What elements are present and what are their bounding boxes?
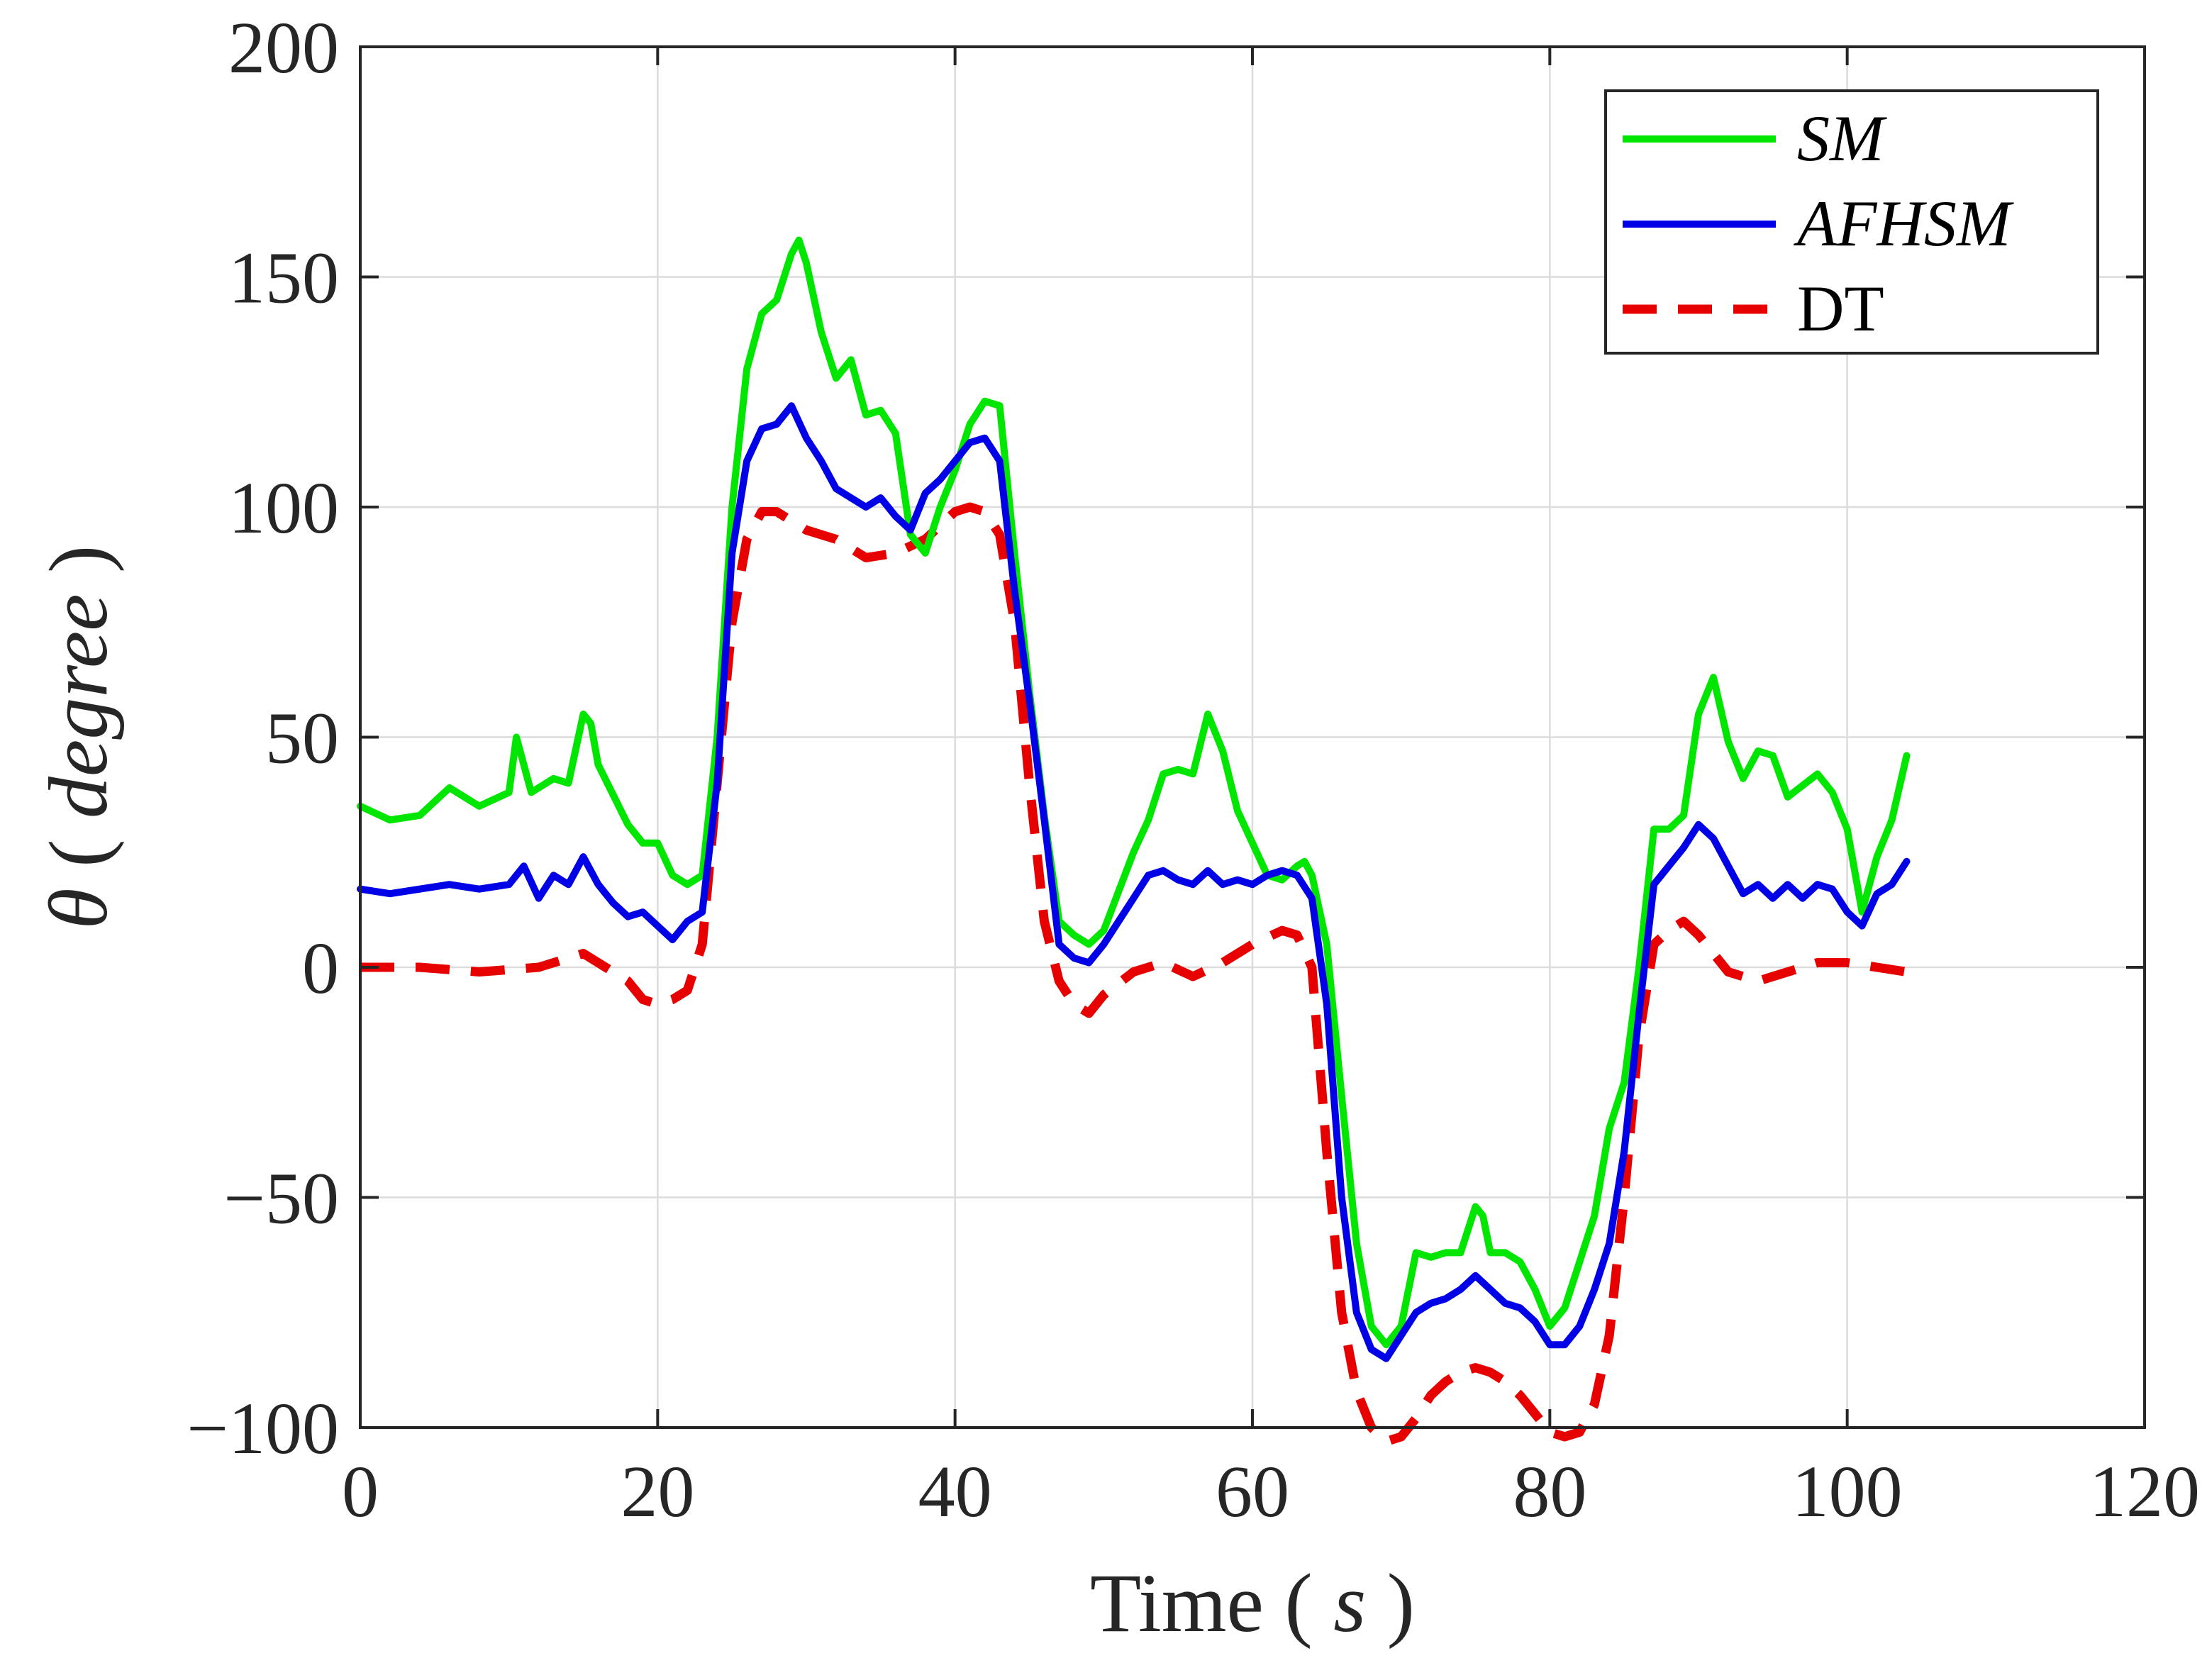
y-tick-label: 0 [302,928,339,1009]
tick-labels: 0 20 40 60 80 100 120 −100 −50 0 50 100 150 200 [187,7,2200,1532]
legend-label-sm: SM [1797,102,1887,174]
x-axis-label-main: Time [1090,1557,1264,1650]
x-axis-label: Time ( s ) [1090,1557,1415,1650]
y-tick-label: 200 [228,7,339,89]
y-tick-label: −50 [223,1158,339,1240]
y-axis-label-open-paren: ( [32,840,125,867]
y-tick-label: 50 [265,698,339,779]
x-tick-label: 0 [342,1451,379,1532]
legend: SM AFHSM DT [1604,89,2099,355]
series-layer [357,236,1911,1446]
legend-label-afhsm: AFHSM [1793,187,2014,260]
x-tick-label: 120 [2089,1451,2200,1532]
x-axis-label-unit: s [1333,1557,1366,1650]
y-axis-label-unit: degree [32,594,125,818]
y-axis-label: θ ( degree ) [32,545,125,930]
legend-label-dt: DT [1797,272,1884,345]
x-tick-label: 80 [1513,1451,1586,1532]
y-tick-label: 100 [228,467,339,549]
x-tick-label: 20 [621,1451,694,1532]
y-tick-label: −100 [187,1388,339,1469]
tick-marks [359,45,2146,1429]
y-axis-label-close-paren: ) [32,545,125,573]
x-tick-label: 40 [918,1451,992,1532]
x-axis-label-open-paren: ( [1284,1557,1312,1650]
series-line-dt [360,502,1908,1446]
y-tick-label: 150 [228,238,339,319]
x-tick-label: 60 [1216,1451,1289,1532]
series-line-sm [357,236,1911,1349]
x-axis-label-close-paren: ) [1387,1557,1415,1650]
series-line-afhsm [357,402,1911,1362]
y-axis-label-symbol: θ [32,888,125,929]
x-tick-label: 100 [1792,1451,1903,1532]
